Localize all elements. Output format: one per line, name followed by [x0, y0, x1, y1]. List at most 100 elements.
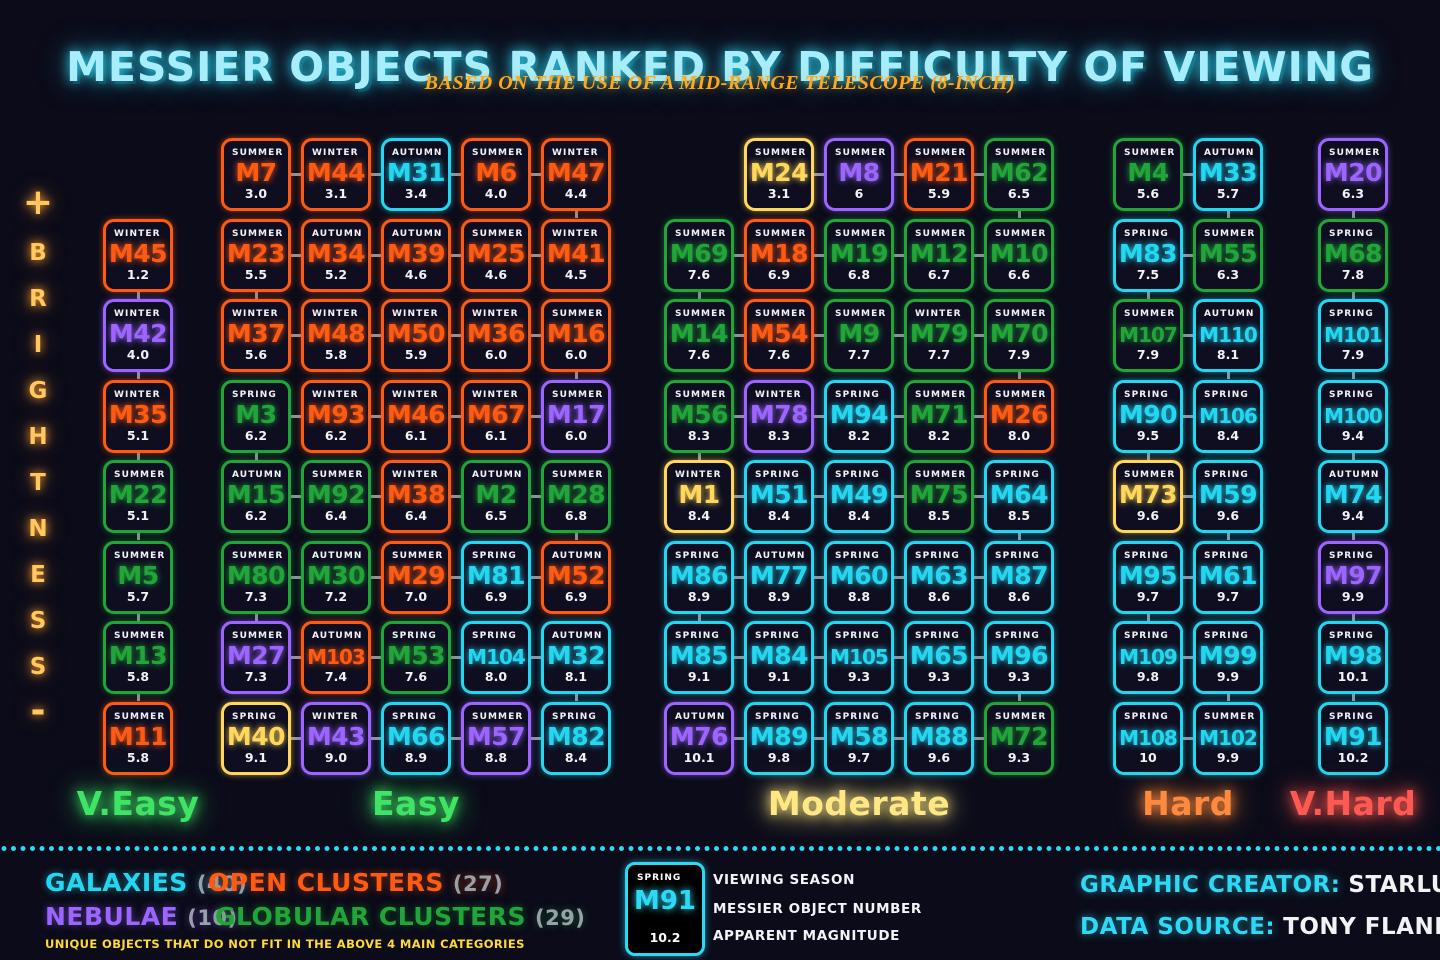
messier-card-M51: SPRING M51 8.4: [744, 460, 814, 533]
viewing-season: WINTER: [232, 309, 279, 319]
apparent-magnitude: 6.3: [1216, 266, 1240, 282]
legend-open-clusters: OPEN CLUSTERS (27): [208, 868, 503, 897]
difficulty-group-hard: SUMMER M4 5.6 AUTUMN M33 5.7 SUMMER M55 6.3 SPRIN…: [1113, 138, 1263, 782]
viewing-season: SUMMER: [995, 711, 1047, 722]
viewing-season: SPRING: [835, 470, 880, 480]
connector: [1146, 451, 1150, 460]
apparent-magnitude: 7.3: [244, 588, 268, 604]
connector: [734, 656, 744, 659]
apparent-magnitude: 3.1: [324, 186, 348, 201]
apparent-magnitude: 9.5: [1136, 427, 1160, 443]
messier-card-M24: SUMMER M24 3.1: [744, 138, 814, 211]
apparent-magnitude: 6.5: [484, 508, 508, 523]
messier-card-M23: SUMMER M23 5.5: [221, 218, 291, 292]
messier-number: M85: [669, 641, 729, 670]
messier-number: M92: [306, 480, 366, 509]
messier-number: M110: [1199, 323, 1258, 347]
messier-number: M24: [749, 158, 809, 187]
connector: [734, 575, 744, 579]
page-title: MESSIER OBJECTS RANKED BY DIFFICULTY OF …: [66, 43, 1374, 92]
apparent-magnitude: 6.4: [324, 508, 348, 523]
connector: [451, 575, 461, 579]
viewing-season: SPRING: [755, 470, 800, 480]
messier-number: M20: [1323, 158, 1383, 187]
apparent-magnitude: 5.7: [126, 588, 150, 604]
legend-nebulae-label: NEBULAE: [45, 902, 179, 931]
messier-number: M104: [467, 645, 526, 669]
apparent-magnitude: 8.0: [1007, 427, 1031, 443]
connector: [734, 414, 744, 418]
viewing-season: AUTUMN: [675, 711, 726, 722]
apparent-magnitude: 4.6: [404, 266, 428, 282]
connector: [894, 334, 904, 337]
messier-card-M95: SPRING M95 9.7: [1113, 540, 1183, 614]
apparent-magnitude: 6.0: [484, 347, 508, 362]
apparent-magnitude: 9.3: [927, 669, 951, 684]
apparent-magnitude: 9.3: [1007, 749, 1031, 765]
apparent-magnitude: 5.5: [244, 266, 268, 282]
connector: [531, 656, 541, 659]
viewing-season: WINTER: [114, 389, 161, 400]
connector: [894, 736, 904, 740]
viewing-season: SUMMER: [755, 309, 807, 319]
connector: [974, 575, 984, 579]
messier-number: M100: [1324, 403, 1383, 428]
viewing-season: SUMMER: [675, 228, 727, 239]
connector: [1183, 334, 1193, 337]
apparent-magnitude: 6.2: [244, 508, 268, 523]
viewing-season: SPRING: [472, 631, 517, 641]
difficulty-label-moderate: Moderate: [767, 784, 951, 823]
viewing-season: AUTUMN: [1204, 148, 1255, 158]
messier-card-M10: SUMMER M10 6.6: [984, 218, 1054, 292]
messier-card-M100: SPRING M100 9.4: [1318, 379, 1388, 453]
connector: [371, 334, 381, 337]
apparent-magnitude: 8.9: [767, 588, 791, 604]
viewing-season: SPRING: [1329, 228, 1374, 239]
viewing-season: SPRING: [995, 550, 1040, 561]
viewing-season: WINTER: [552, 148, 599, 158]
viewing-season: SUMMER: [1124, 470, 1176, 480]
messier-number: M17: [546, 399, 606, 429]
connector: [1226, 210, 1230, 218]
connector: [1146, 290, 1150, 299]
messier-card-M107: SUMMER M107 7.9: [1113, 299, 1183, 372]
connector: [1183, 253, 1193, 257]
messier-card-M91: SPRING M91 10.2: [1318, 701, 1388, 775]
messier-number: M61: [1198, 560, 1258, 590]
messier-number: M8: [838, 158, 880, 187]
messier-number: M73: [1118, 480, 1178, 509]
key-label-apparent-magnitude: APPARENT MAGNITUDE: [713, 928, 900, 944]
messier-card-M15: AUTUMN M15 6.2: [221, 460, 291, 533]
legend-galaxies-count: (40): [196, 872, 248, 896]
apparent-magnitude: 8.5: [1007, 508, 1031, 523]
apparent-magnitude: 7.9: [1341, 347, 1365, 362]
messier-number: M103: [307, 645, 366, 669]
viewing-season: SUMMER: [995, 148, 1047, 158]
connector: [451, 495, 461, 498]
messier-card-M82: SPRING M82 8.4: [541, 701, 611, 775]
messier-number: M88: [909, 721, 969, 751]
difficulty-group-vhard: SUMMER M20 6.3 SPRING M68 7.8 SPRING M101 7.9 SPR…: [1318, 138, 1388, 782]
messier-number: M97: [1323, 560, 1383, 590]
messier-number: M56: [669, 399, 729, 429]
messier-number: M96: [989, 641, 1049, 670]
apparent-magnitude: 7.6: [404, 669, 428, 684]
connector: [1017, 532, 1021, 540]
viewing-season: SPRING: [1124, 228, 1169, 239]
apparent-magnitude: 4.0: [484, 186, 508, 201]
messier-card-M90: SPRING M90 9.5: [1113, 379, 1183, 453]
viewing-season: SUMMER: [1204, 711, 1256, 722]
messier-card-M67: WINTER M67 6.1: [461, 379, 531, 453]
messier-card-M13: SUMMER M13 5.8: [103, 621, 173, 694]
apparent-magnitude: 3.1: [767, 186, 791, 201]
connector: [136, 612, 140, 621]
apparent-magnitude: 9.9: [1216, 669, 1240, 684]
messier-number: M63: [909, 560, 969, 590]
messier-number: M14: [669, 319, 729, 348]
messier-number: M18: [749, 238, 809, 268]
connector: [136, 371, 140, 379]
viewing-season: WINTER: [392, 389, 439, 400]
messier-card-M55: SUMMER M55 6.3: [1193, 218, 1263, 292]
messier-number: M5: [117, 560, 159, 590]
apparent-magnitude: 9.7: [847, 749, 871, 765]
